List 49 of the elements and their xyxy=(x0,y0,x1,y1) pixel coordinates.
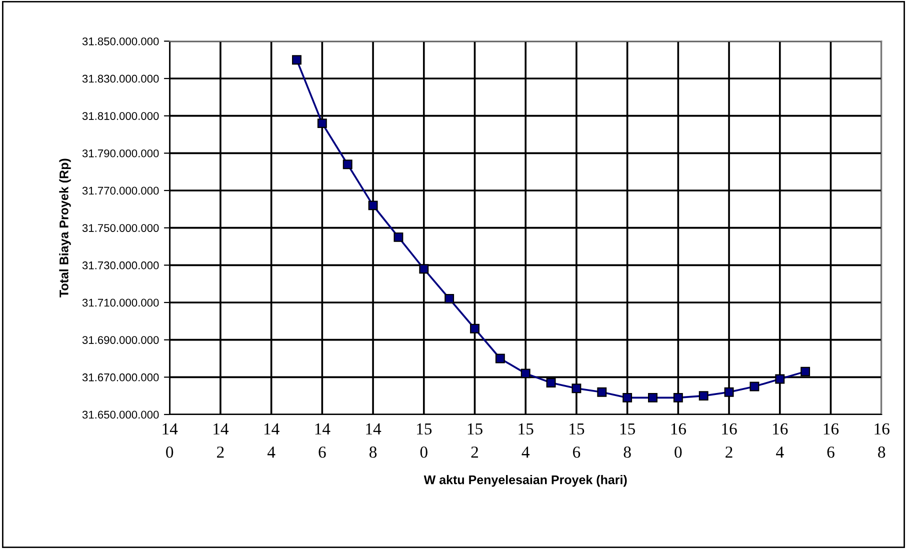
x-tick-label: 14 4 xyxy=(264,423,280,458)
point xyxy=(750,382,760,392)
x-tick-label: 16 2 xyxy=(722,423,737,458)
point xyxy=(698,391,708,401)
x-tick-label: 14 2 xyxy=(214,423,229,458)
y-tick-label: 31.850.000.000 xyxy=(82,37,159,46)
point xyxy=(520,368,530,378)
y-tick-label: 31.690.000.000 xyxy=(82,336,159,344)
x-tick-label: 15 0 xyxy=(417,423,432,458)
x-tick-label: 14 0 xyxy=(162,423,178,458)
y-tick-label: 31.770.000.000 xyxy=(82,186,159,195)
y-tick-label: 31.790.000.000 xyxy=(82,149,159,158)
point xyxy=(775,374,785,384)
x-axis-title: W aktu Penyelesaian Proyek (hari) xyxy=(424,475,627,487)
x-tick-label: 15 4 xyxy=(518,423,534,458)
x-tick-label: 15 8 xyxy=(620,423,635,458)
point xyxy=(572,384,582,394)
point xyxy=(292,55,302,65)
y-tick-label: 31.650.000.000 xyxy=(82,410,159,419)
x-tick-label: 16 4 xyxy=(773,423,788,458)
point xyxy=(342,160,352,170)
y-axis-title: Total Biaya Proyek (Rp) xyxy=(59,158,71,298)
point xyxy=(546,378,556,388)
x-tick-label: 16 8 xyxy=(874,423,890,458)
y-tick-label: 31.670.000.000 xyxy=(82,373,159,382)
x-tick-label: 14 6 xyxy=(315,423,330,458)
point xyxy=(800,366,810,376)
y-tick-label: 31.830.000.000 xyxy=(82,74,159,83)
point xyxy=(317,118,327,128)
y-tick-label: 31.730.000.000 xyxy=(82,261,159,270)
x-tick-label: 16 0 xyxy=(671,423,686,458)
x-tick-label: 16 6 xyxy=(824,423,839,458)
point xyxy=(470,324,480,334)
point xyxy=(648,392,658,402)
x-tick-label: 15 6 xyxy=(570,423,584,458)
y-tick-label: 31.750.000.000 xyxy=(82,224,159,232)
x-tick-label: 14 8 xyxy=(366,423,382,458)
point xyxy=(724,387,734,397)
y-tick-label: 31.810.000.000 xyxy=(82,112,159,120)
point xyxy=(419,264,429,274)
point xyxy=(622,392,632,402)
y-tick-label: 31.710.000.000 xyxy=(82,298,159,307)
point xyxy=(673,392,683,402)
point xyxy=(597,387,607,397)
x-tick-label: 15 2 xyxy=(468,423,482,458)
point xyxy=(368,200,378,210)
point xyxy=(495,354,505,364)
point xyxy=(444,294,454,304)
point xyxy=(394,232,404,242)
